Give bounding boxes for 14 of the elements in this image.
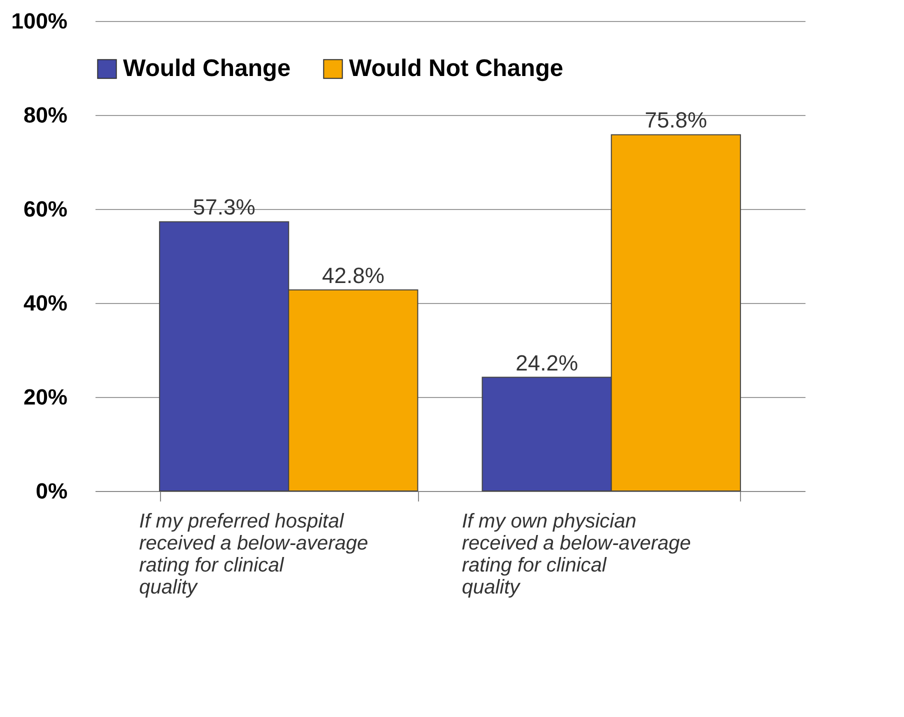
text: 75.8% xyxy=(644,108,708,133)
y-tick-label: 40% xyxy=(23,290,68,316)
x-tick-label: If my own physician received a below-average rating for clinical quality xyxy=(462,510,691,598)
y-tick-label: 0% xyxy=(36,478,68,504)
y-tick-label: 100% xyxy=(11,8,68,34)
y-tick-label: 80% xyxy=(23,102,68,128)
legend-label: Would Not Change xyxy=(349,55,564,82)
text: 24.2% xyxy=(516,350,578,376)
y-tick-label: 60% xyxy=(23,196,68,222)
x-tick-label: If my preferred hospital received a below-average rating for clinical quality xyxy=(139,510,368,598)
text: 42.8% xyxy=(322,262,384,288)
legend-label: Would Change xyxy=(123,55,291,82)
text: 57.3% xyxy=(192,194,256,220)
y-tick-label: 20% xyxy=(23,384,68,410)
